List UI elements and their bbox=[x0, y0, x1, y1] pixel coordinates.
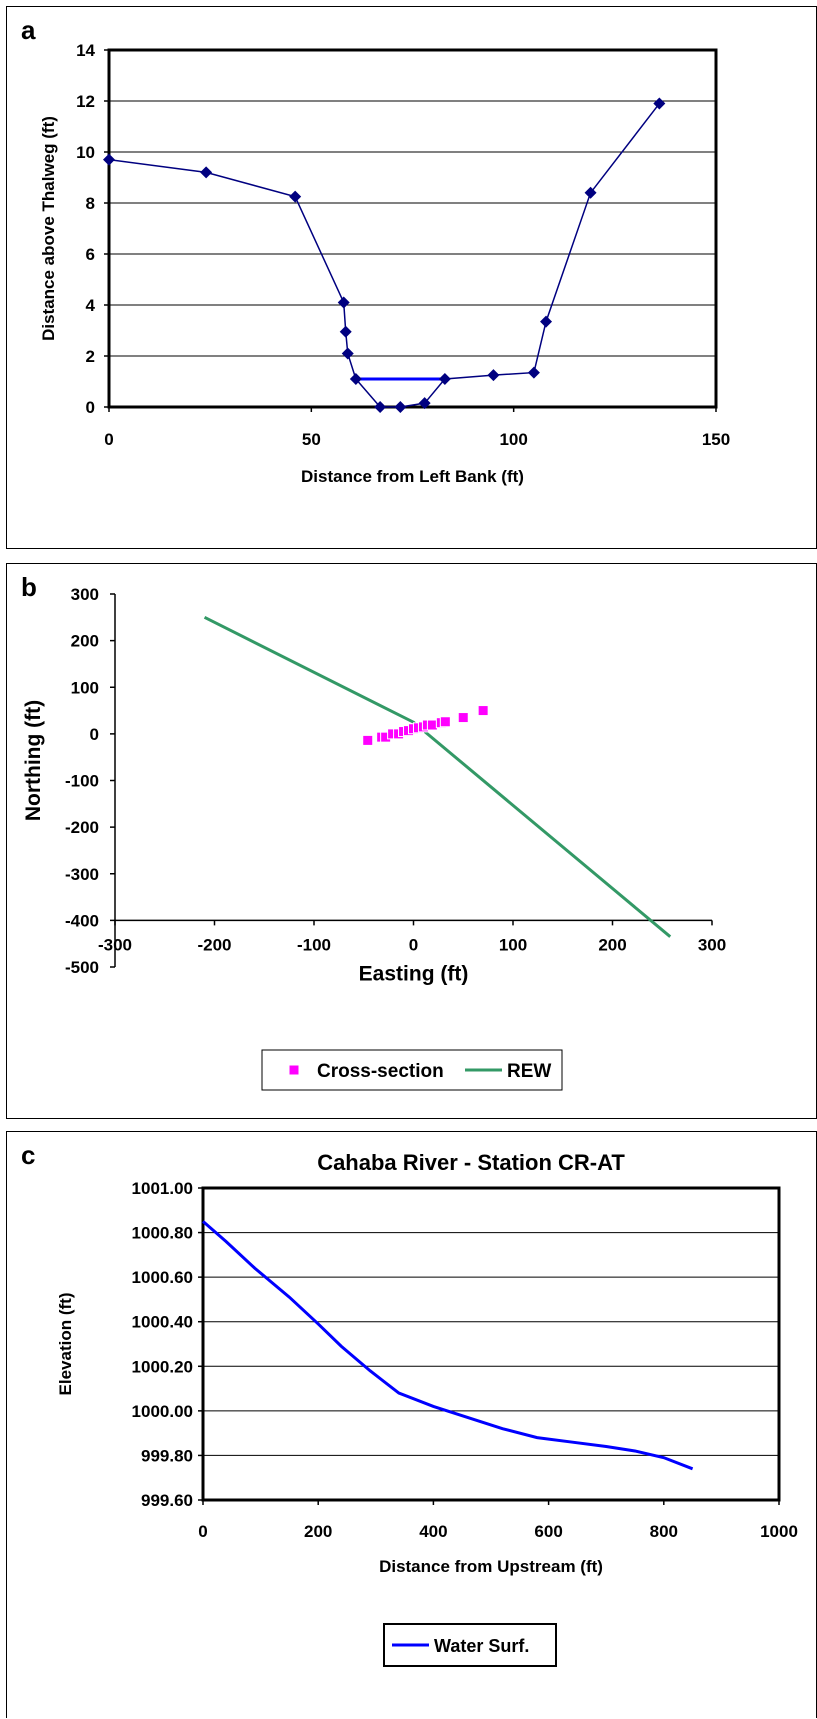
data-point bbox=[341, 347, 354, 360]
y-axis-label: Distance above Thalweg (ft) bbox=[39, 116, 58, 341]
data-point bbox=[653, 97, 666, 110]
y-tick-label: 10 bbox=[76, 143, 95, 162]
data-point bbox=[339, 325, 352, 338]
data-point bbox=[527, 366, 540, 379]
x-tick-label: 200 bbox=[304, 1522, 332, 1541]
profile-line bbox=[108, 103, 660, 408]
legend-label-rew: REW bbox=[507, 1061, 551, 1082]
cross-section-point bbox=[362, 734, 374, 746]
y-tick-label: 14 bbox=[76, 41, 95, 60]
x-tick-label: 0 bbox=[198, 1522, 207, 1541]
y-tick-label: -300 bbox=[65, 865, 99, 884]
cross-section-point bbox=[477, 705, 489, 717]
chart-b-svg: -500 -400 -300 -200 -100 0 100 200 300 -300 -200 -1… bbox=[22, 585, 726, 1091]
x-tick-label: 400 bbox=[419, 1522, 447, 1541]
y-tick-label: 0 bbox=[90, 725, 99, 744]
y-tick-label: 8 bbox=[86, 194, 95, 213]
y-axis-label: Northing (ft) bbox=[22, 700, 45, 821]
x-tick-label: -300 bbox=[98, 935, 132, 954]
y-tick-label: 1000.80 bbox=[132, 1224, 193, 1243]
y-tick-label: -500 bbox=[65, 958, 99, 977]
y-tick-label: 4 bbox=[86, 296, 96, 315]
panel-label-c: c bbox=[21, 1140, 36, 1170]
x-tick-label: 1000 bbox=[760, 1522, 798, 1541]
y-tick-label: 0 bbox=[86, 398, 95, 417]
y-tick-label: 999.60 bbox=[141, 1491, 193, 1510]
y-tick-label: 12 bbox=[76, 92, 95, 111]
chart-panel-a: a 0 2 4 6 8 10 12 14 0 50 100 150 Distance from Left… bbox=[6, 6, 817, 549]
panel-label-b: b bbox=[21, 572, 37, 602]
y-axis-label: Elevation (ft) bbox=[56, 1293, 75, 1396]
x-tick-label: -200 bbox=[197, 935, 231, 954]
data-point bbox=[584, 186, 597, 199]
data-point bbox=[540, 315, 553, 328]
data-point bbox=[103, 153, 115, 166]
x-tick-label: 0 bbox=[104, 430, 113, 449]
y-tick-label: 999.80 bbox=[141, 1446, 193, 1465]
plot-frame bbox=[201, 1186, 781, 1502]
x-tick-label: 50 bbox=[302, 430, 321, 449]
x-tick-label: 100 bbox=[499, 430, 527, 449]
x-tick-label: 200 bbox=[598, 935, 626, 954]
x-tick-label: 600 bbox=[534, 1522, 562, 1541]
x-tick-label: 300 bbox=[698, 935, 726, 954]
plot-frame bbox=[107, 48, 718, 409]
x-tick-label: 150 bbox=[702, 430, 730, 449]
y-tick-label: 1000.60 bbox=[132, 1268, 193, 1287]
data-point bbox=[487, 369, 500, 382]
panel-label-a: a bbox=[21, 15, 36, 45]
y-tick-label: -400 bbox=[65, 911, 99, 930]
chart-c-svg: Cahaba River - Station CR-AT 999.60 999.80… bbox=[56, 1150, 798, 1667]
x-axis-label: Easting (ft) bbox=[359, 962, 469, 985]
legend-box bbox=[261, 1049, 563, 1091]
data-point bbox=[200, 166, 213, 179]
data-point bbox=[337, 296, 350, 309]
x-tick-label: 800 bbox=[650, 1522, 678, 1541]
data-point bbox=[418, 397, 431, 410]
cross-section-point bbox=[439, 716, 451, 728]
chart-panel-c: c Cahaba River - Station CR-AT 999.60 999.… bbox=[6, 1131, 817, 1718]
chart-a-svg: 0 2 4 6 8 10 12 14 0 50 100 150 Distance from Left B… bbox=[39, 41, 730, 486]
legend-label-cross-section: Cross-section bbox=[317, 1061, 444, 1082]
y-tick-label: 100 bbox=[71, 678, 99, 697]
legend-marker-cross-section bbox=[288, 1064, 300, 1076]
x-tick-label: 0 bbox=[409, 935, 418, 954]
data-point bbox=[289, 190, 302, 203]
x-axis-label: Distance from Left Bank (ft) bbox=[301, 467, 524, 486]
y-tick-label: 6 bbox=[86, 245, 95, 264]
data-point bbox=[374, 401, 387, 413]
data-point bbox=[438, 372, 451, 385]
y-tick-label: 1000.00 bbox=[132, 1402, 193, 1421]
chart-panel-b: b -500 -400 -300 -200 -100 0 100 200 300 -300 -200… bbox=[6, 563, 817, 1119]
x-axis-label: Distance from Upstream (ft) bbox=[379, 1557, 603, 1576]
data-point bbox=[394, 401, 407, 413]
x-tick-label: 100 bbox=[499, 935, 527, 954]
y-tick-label: 1000.40 bbox=[132, 1313, 193, 1332]
chart-title: Cahaba River - Station CR-AT bbox=[317, 1150, 625, 1175]
water-surface-line bbox=[202, 1220, 694, 1471]
y-tick-label: 1000.20 bbox=[132, 1357, 193, 1376]
y-tick-label: -200 bbox=[65, 818, 99, 837]
rew-line bbox=[203, 615, 672, 938]
x-tick-label: -100 bbox=[297, 935, 331, 954]
y-tick-label: 2 bbox=[86, 347, 95, 366]
legend-label-water-surf: Water Surf. bbox=[434, 1636, 529, 1656]
y-tick-label: -100 bbox=[65, 772, 99, 791]
y-tick-label: 1001.00 bbox=[132, 1179, 193, 1198]
y-tick-label: 200 bbox=[71, 632, 99, 651]
y-tick-label: 300 bbox=[71, 585, 99, 604]
cross-section-point bbox=[457, 712, 469, 724]
data-point bbox=[349, 372, 362, 385]
